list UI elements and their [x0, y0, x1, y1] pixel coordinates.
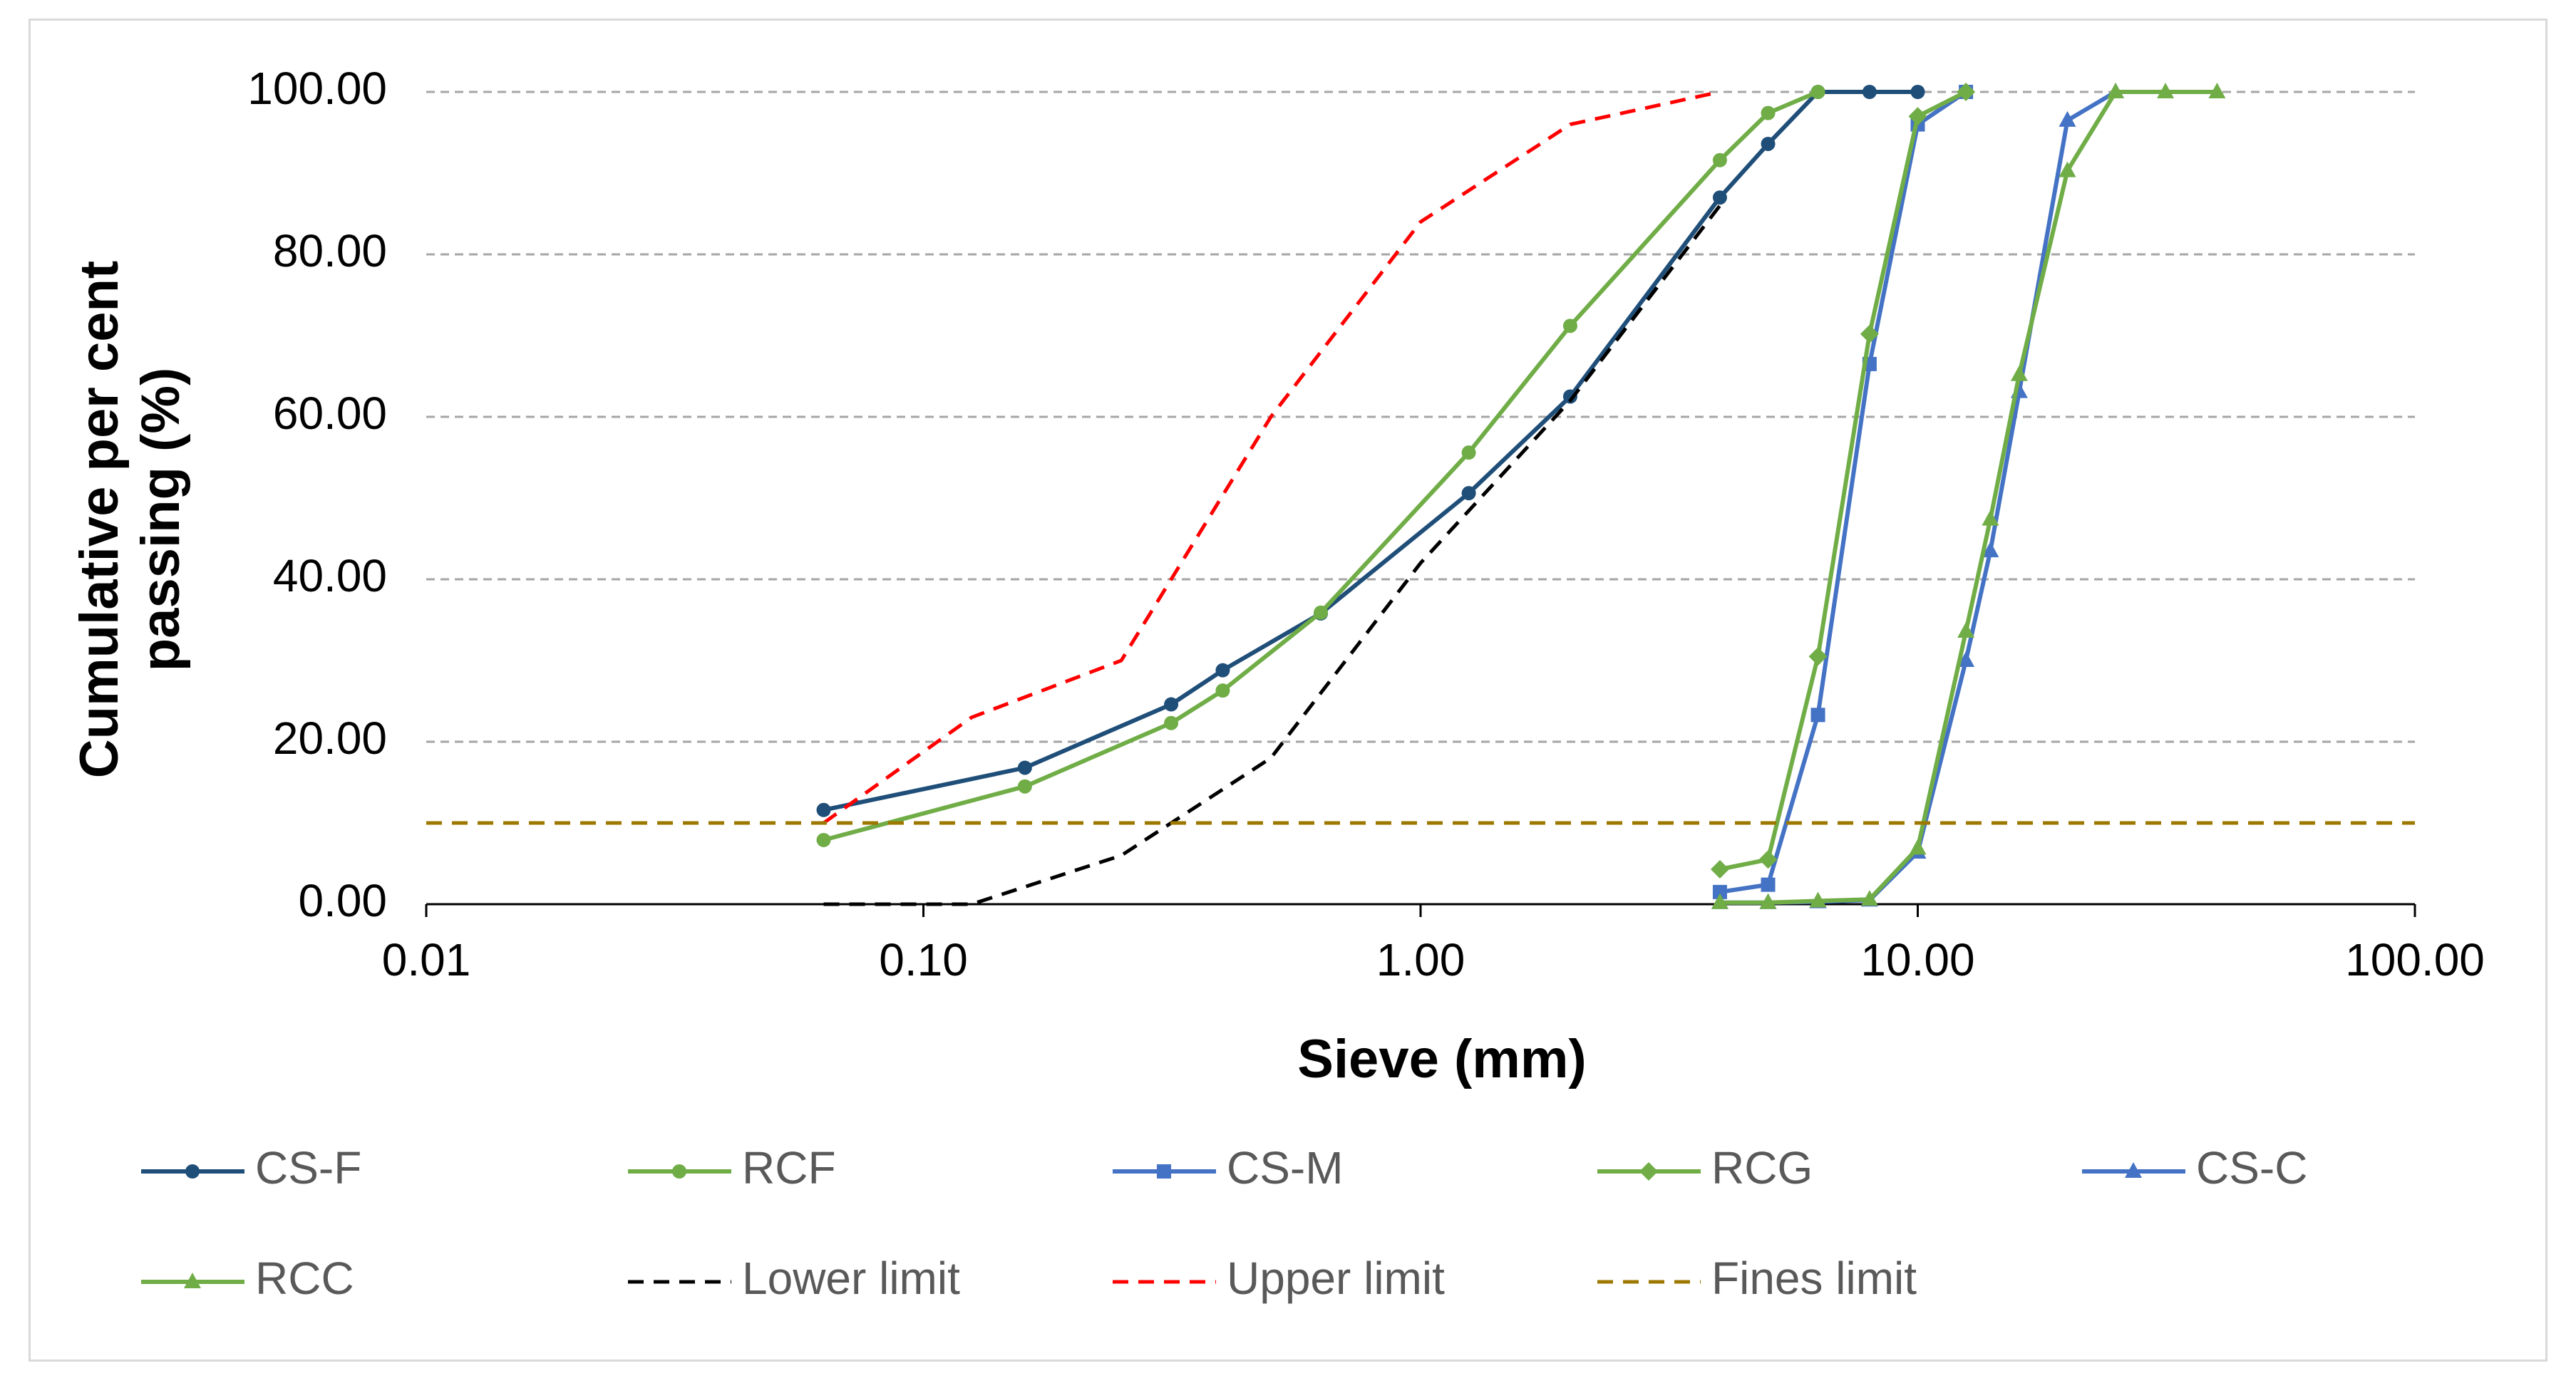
legend-item-cs-f: CS-F	[141, 1142, 361, 1193]
legend-marker	[184, 1273, 201, 1288]
legend-label: Upper limit	[1227, 1253, 1445, 1304]
data-point-rcc	[1957, 621, 1975, 638]
series-line-lower-limit	[823, 204, 1721, 906]
data-point-rcg	[1908, 107, 1927, 126]
data-point-rcg	[1710, 859, 1729, 879]
legend-marker	[2125, 1162, 2142, 1178]
y-tick-label: 20.00	[273, 713, 387, 764]
data-point-cs-f	[1761, 136, 1776, 151]
data-point-cs-f	[1164, 697, 1179, 712]
legend: CS-F RCF CS-M RCG CS-C RCC Lower limit Upper li…	[141, 1142, 2307, 1304]
data-point-cs-m	[1712, 884, 1727, 899]
legend-marker	[185, 1164, 200, 1179]
legend-item-rcf: RCF	[628, 1142, 836, 1193]
data-point-rcf	[816, 832, 831, 847]
y-tick-label: 40.00	[273, 550, 387, 601]
legend-marker	[1639, 1162, 1658, 1181]
legend-item-cs-m: CS-M	[1113, 1142, 1344, 1193]
legend-item-lower-limit: Lower limit	[628, 1253, 960, 1304]
x-tick-label: 10.00	[1860, 934, 1974, 985]
data-point-cs-m	[1761, 877, 1776, 892]
legend-item-rcc: RCC	[141, 1253, 354, 1304]
legend-label: Lower limit	[742, 1253, 960, 1304]
axes	[425, 903, 2416, 917]
legend-label: RCG	[1711, 1142, 1813, 1193]
data-point-rcc	[2059, 161, 2076, 177]
gridlines	[426, 90, 2415, 743]
data-point-cs-c	[1982, 542, 1999, 558]
legend-item-fines-limit: Fines limit	[1597, 1253, 1917, 1304]
data-point-rcc	[2107, 83, 2125, 98]
chart-frame: 0.00 20.00 40.00 60.00 80.00 100.00 0.01 0.10 1…	[29, 19, 2547, 1362]
data-point-cs-f	[1017, 760, 1032, 775]
legend-marker	[1157, 1164, 1171, 1179]
series-line-cs-f	[823, 90, 1918, 812]
x-tick-label: 100.00	[2345, 934, 2485, 985]
x-tick-label: 1.00	[1376, 934, 1465, 985]
data-point-rcc	[1809, 891, 1827, 908]
data-point-rcc	[1759, 893, 1777, 909]
legend-item-upper-limit: Upper limit	[1113, 1253, 1445, 1304]
data-point-cs-f	[1910, 85, 1925, 99]
data-point-rcf	[1562, 319, 1577, 333]
data-point-rcc	[1982, 509, 1999, 526]
data-point-rcf	[1215, 683, 1230, 698]
y-tick-label: 60.00	[273, 388, 387, 439]
series-line-upper-limit	[823, 90, 1721, 825]
data-point-rcc	[2010, 365, 2028, 381]
data-point-rcf	[1017, 779, 1032, 794]
data-point-cs-f	[816, 802, 831, 817]
data-point-cs-f	[1215, 663, 1230, 678]
y-tick-label: 100.00	[247, 63, 387, 114]
legend-label: CS-M	[1227, 1142, 1344, 1193]
data-point-rcf	[1761, 105, 1776, 120]
data-point-cs-m	[1810, 708, 1825, 723]
data-point-cs-c	[2059, 110, 2076, 127]
y-axis-title-line-1: Cumulative per cent	[69, 261, 130, 778]
series-line-cs-m	[1719, 90, 1967, 894]
data-point-rcf	[1164, 715, 1179, 730]
data-point-rcc	[1711, 893, 1729, 909]
x-tick-label: 0.10	[879, 934, 968, 985]
data-point-rcg	[1957, 83, 1976, 101]
series-line-rcc	[1719, 90, 2217, 905]
legend-item-rcg: RCG	[1597, 1142, 1813, 1193]
series-line-rcf	[823, 90, 1819, 842]
data-point-rcc	[1909, 839, 1927, 855]
data-series	[426, 83, 2415, 909]
data-point-cs-f	[1461, 486, 1476, 501]
y-tick-labels: 0.00 20.00 40.00 60.00 80.00 100.00	[247, 63, 387, 926]
legend-label: CS-F	[255, 1142, 361, 1193]
legend-label: RCC	[255, 1253, 354, 1304]
data-point-rcf	[1314, 605, 1329, 620]
legend-marker	[672, 1164, 686, 1179]
data-point-cs-c	[1957, 651, 1975, 667]
data-point-cs-f	[1712, 190, 1727, 205]
series-line-rcg	[1719, 90, 1967, 871]
y-tick-label: 80.00	[273, 225, 387, 276]
legend-label: CS-C	[2196, 1142, 2307, 1193]
data-point-rcg	[1860, 324, 1879, 343]
data-point-rcc	[1860, 890, 1878, 906]
grading-chart: 0.00 20.00 40.00 60.00 80.00 100.00 0.01 0.10 1…	[69, 63, 2485, 1304]
data-point-cs-f	[1562, 389, 1577, 404]
y-tick-label: 0.00	[298, 875, 387, 926]
data-point-rcg	[1808, 647, 1828, 666]
data-point-rcf	[1712, 152, 1727, 167]
data-point-rcf	[1810, 85, 1825, 99]
data-point-rcc	[2157, 83, 2175, 98]
y-axis-title: Cumulative per cent passing (%)	[69, 261, 191, 778]
x-tick-labels: 0.01 0.10 1.00 10.00 100.00	[382, 934, 2485, 985]
data-point-rcf	[1461, 445, 1476, 460]
x-axis-title: Sieve (mm)	[1297, 1029, 1587, 1089]
y-axis-title-line-2: passing (%)	[130, 368, 191, 672]
legend-label: RCF	[742, 1142, 836, 1193]
data-point-rcg	[1758, 850, 1778, 869]
legend-item-cs-c: CS-C	[2082, 1142, 2307, 1193]
x-tick-label: 0.01	[382, 934, 471, 985]
legend-label: Fines limit	[1711, 1253, 1917, 1304]
data-point-rcc	[2208, 83, 2226, 98]
data-point-cs-f	[1862, 85, 1877, 99]
